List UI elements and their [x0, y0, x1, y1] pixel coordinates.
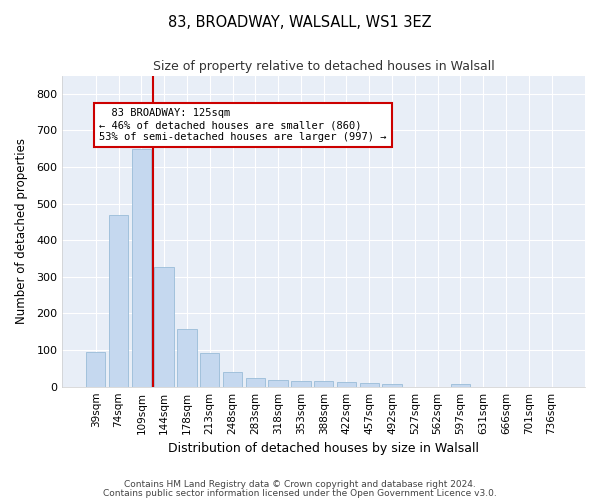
Text: Contains public sector information licensed under the Open Government Licence v3: Contains public sector information licen… [103, 489, 497, 498]
Bar [223, 372, 242, 386]
Y-axis label: Number of detached properties: Number of detached properties [15, 138, 28, 324]
Bar [154, 266, 174, 386]
Title: Size of property relative to detached houses in Walsall: Size of property relative to detached ho… [153, 60, 494, 73]
Bar [314, 381, 334, 386]
Bar [337, 382, 356, 386]
X-axis label: Distribution of detached houses by size in Walsall: Distribution of detached houses by size … [168, 442, 479, 455]
Bar [109, 214, 128, 386]
Bar [86, 352, 106, 386]
Bar [359, 383, 379, 386]
Bar [245, 378, 265, 386]
Bar [200, 353, 220, 386]
Text: Contains HM Land Registry data © Crown copyright and database right 2024.: Contains HM Land Registry data © Crown c… [124, 480, 476, 489]
Bar [291, 381, 311, 386]
Bar [131, 150, 151, 386]
Bar [451, 384, 470, 386]
Bar [382, 384, 402, 386]
Text: 83 BROADWAY: 125sqm
← 46% of detached houses are smaller (860)
53% of semi-detac: 83 BROADWAY: 125sqm ← 46% of detached ho… [99, 108, 386, 142]
Bar [268, 380, 288, 386]
Text: 83, BROADWAY, WALSALL, WS1 3EZ: 83, BROADWAY, WALSALL, WS1 3EZ [168, 15, 432, 30]
Bar [177, 329, 197, 386]
